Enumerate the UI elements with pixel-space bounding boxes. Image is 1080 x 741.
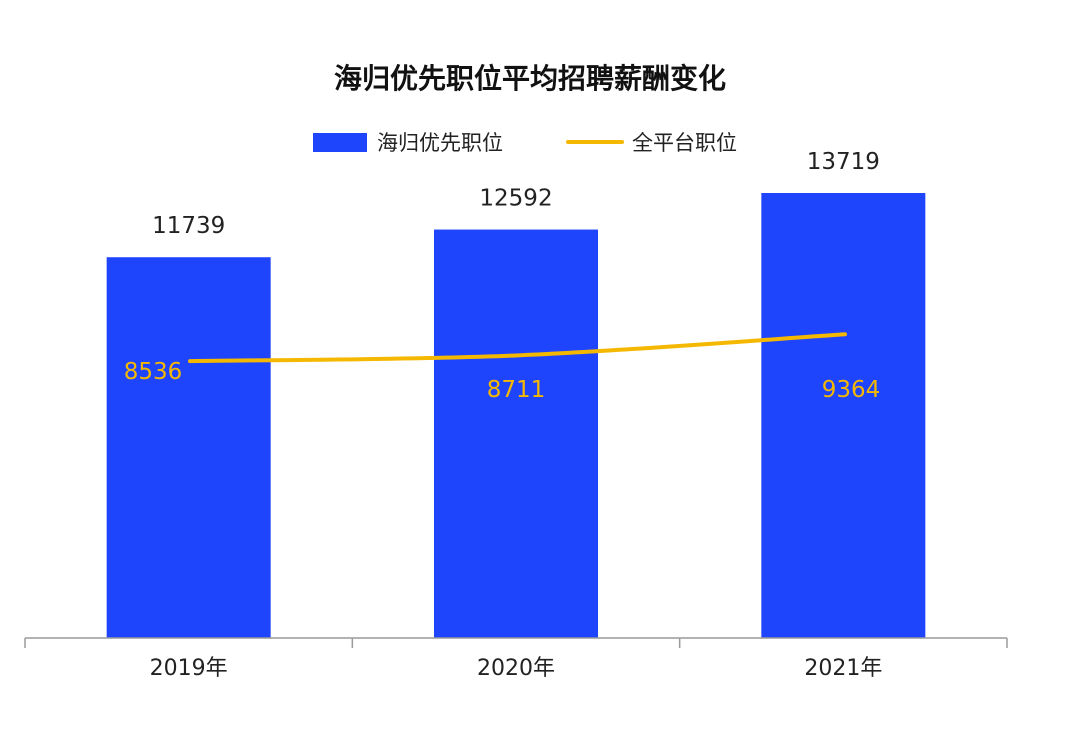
chart-title: 海归优先职位平均招聘薪酬变化: [334, 62, 726, 95]
legend-label-line: 全平台职位: [632, 131, 737, 155]
bar-2019年: [106, 257, 271, 638]
x-tick-label: 2020年: [477, 656, 555, 681]
legend-swatch-bar: [313, 133, 367, 152]
bar-value-label: 11739: [152, 213, 225, 239]
x-tick-label: 2021年: [804, 656, 882, 681]
line-series: [188, 332, 847, 364]
x-tick-label: 2019年: [150, 656, 228, 681]
line-value-label: 8711: [487, 377, 546, 403]
bar-2021年: [761, 193, 926, 638]
line-value-label: 8536: [124, 359, 183, 385]
bar-value-labels: 11739 12592 13719: [152, 149, 880, 239]
legend-label-bar: 海归优先职位: [377, 131, 503, 155]
bar-series: [106, 193, 926, 639]
bar-2020年: [434, 229, 598, 639]
x-axis-ticks: [24, 638, 1008, 648]
x-axis-tick-labels: 2019年 2020年 2021年: [150, 656, 883, 681]
legend: 海归优先职位 全平台职位: [313, 131, 737, 155]
line-value-label: 9364: [822, 377, 881, 403]
bar-value-label: 13719: [807, 149, 880, 175]
bar-value-label: 12592: [479, 186, 552, 212]
line-value-labels: 8536 8711 9364: [124, 359, 881, 403]
